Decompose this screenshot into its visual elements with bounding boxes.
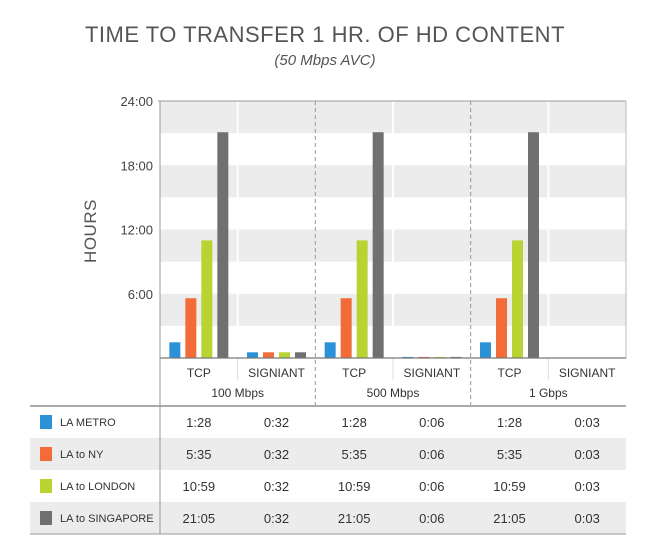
bar-la-to-london [512, 240, 523, 358]
table-cell: 5:35 [186, 447, 211, 462]
category-label: SIGNIANT [559, 366, 616, 380]
table-cell: 0:32 [264, 511, 289, 526]
table-cell: 0:03 [575, 479, 600, 494]
bar-la-metro [247, 352, 258, 358]
table-row-band [30, 438, 626, 470]
y-tick-label: 12:00 [120, 223, 153, 238]
bar-la-to-london [356, 240, 368, 358]
y-tick-label: 24:00 [120, 94, 153, 109]
legend-label: LA to LONDON [60, 481, 135, 493]
table-cell: 5:35 [497, 447, 522, 462]
table-cell: 0:03 [575, 511, 600, 526]
category-label: TCP [187, 366, 211, 380]
bar-la-to-singapore [295, 352, 306, 358]
table-cell: 5:35 [342, 447, 367, 462]
table-cell: 0:32 [264, 479, 289, 494]
category-label: SIGNIANT [403, 366, 460, 380]
table-cell: 10:59 [338, 479, 371, 494]
bar-la-to-ny [340, 298, 352, 358]
bar-la-to-singapore [528, 132, 539, 358]
y-axis-label: HOURS [81, 199, 100, 263]
bar-la-metro [169, 342, 181, 358]
bar-la-to-ny [185, 298, 197, 358]
bar-la-metro [324, 342, 336, 358]
bar-la-to-ny [263, 352, 274, 358]
y-tick-label: 18:00 [120, 158, 153, 173]
group-label: 100 Mbps [211, 386, 264, 400]
table-cell: 10:59 [183, 479, 216, 494]
bar-la-to-london [201, 240, 213, 358]
legend-label: LA to NY [60, 449, 104, 461]
table-cell: 21:05 [338, 511, 371, 526]
table-cell: 10:59 [493, 479, 526, 494]
table-cell: 1:28 [342, 415, 367, 430]
table-cell: 0:03 [575, 415, 600, 430]
table-cell: 0:06 [419, 447, 444, 462]
bar-la-metro [480, 342, 491, 358]
table-cell: 0:32 [264, 447, 289, 462]
bar-la-to-singapore [372, 132, 384, 358]
table-cell: 0:06 [419, 479, 444, 494]
category-label: TCP [342, 366, 366, 380]
table-cell: 0:03 [575, 447, 600, 462]
table-cell: 0:06 [419, 415, 444, 430]
legend-swatch [40, 479, 52, 493]
legend-swatch [40, 415, 52, 429]
bar-la-to-london [279, 352, 290, 358]
table-cell: 1:28 [497, 415, 522, 430]
group-label: 500 Mbps [367, 386, 420, 400]
table-cell: 0:32 [264, 415, 289, 430]
table-row-band [30, 502, 626, 534]
category-label: TCP [498, 366, 522, 380]
chart-title: TIME TO TRANSFER 1 HR. OF HD CONTENT [84, 22, 566, 47]
bar-la-to-singapore [217, 132, 229, 358]
table-cell: 21:05 [493, 511, 526, 526]
table-cell: 0:06 [419, 511, 444, 526]
legend-swatch [40, 511, 52, 525]
table-cell: 1:28 [186, 415, 211, 430]
bar-la-to-ny [496, 298, 507, 358]
legend-swatch [40, 447, 52, 461]
y-tick-label: 6:00 [128, 287, 153, 302]
category-label: SIGNIANT [248, 366, 305, 380]
table-cell: 21:05 [183, 511, 216, 526]
legend-label: LA to SINGAPORE [60, 513, 154, 525]
group-label: 1 Gbps [529, 386, 568, 400]
legend-label: LA METRO [60, 417, 116, 429]
chart-subtitle: (50 Mbps AVC) [274, 52, 376, 69]
